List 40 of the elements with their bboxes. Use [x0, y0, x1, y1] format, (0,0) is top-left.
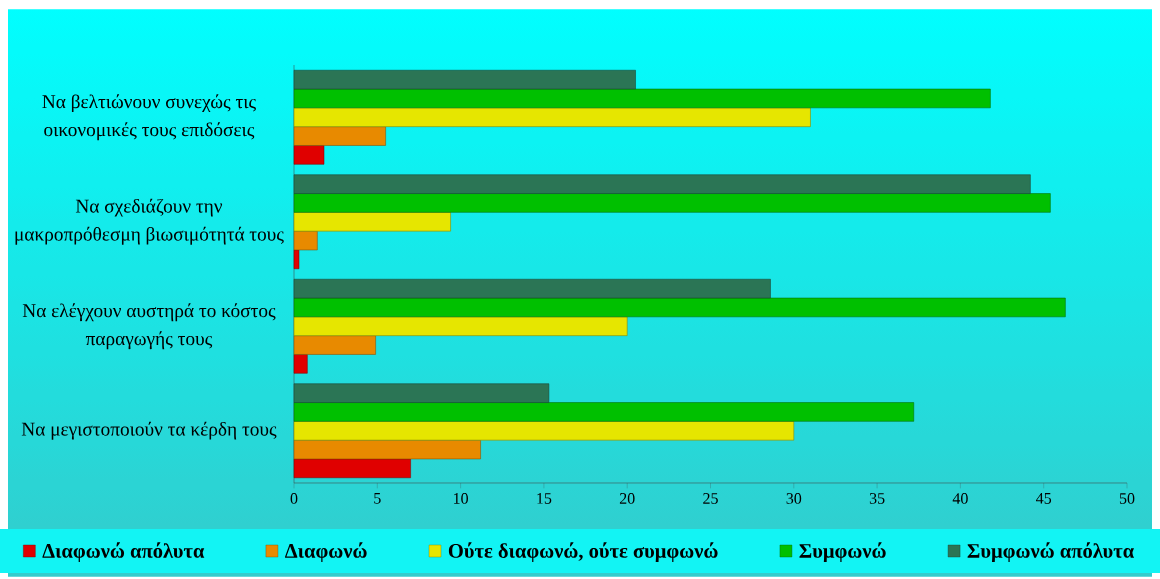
x-tick-label: 20	[619, 493, 635, 504]
legend-label: Διαφωνώ απόλυτα	[42, 542, 205, 563]
bar	[293, 383, 550, 403]
bar	[293, 297, 1066, 318]
bar	[293, 354, 308, 374]
x-tick-label: 40	[952, 493, 968, 504]
bar	[293, 69, 636, 90]
bar	[293, 316, 628, 336]
bar	[293, 107, 811, 127]
x-tick-label: 30	[786, 493, 802, 504]
bar	[293, 458, 411, 479]
bar	[293, 193, 1051, 213]
x-tick-label: 35	[869, 493, 885, 504]
bar	[293, 174, 1031, 194]
bar	[293, 145, 325, 165]
y-tick-label: Να βελτιώνουν συνεχώς τις οικονομικές τους επιδόσεις	[42, 94, 256, 141]
legend-label: Ούτε διαφωνώ, ούτε συμφωνώ	[448, 542, 718, 563]
bar	[293, 249, 300, 270]
y-tick-label: Να μεγιστοποιούν τα κέρδη τους	[21, 421, 277, 440]
bar	[293, 421, 795, 441]
bar	[293, 402, 915, 422]
bar	[293, 439, 481, 460]
legend-label: Συμφωνώ	[799, 542, 886, 563]
bar	[293, 126, 386, 146]
bar	[293, 278, 771, 299]
legend-label: Συμφωνώ απόλυτα	[967, 542, 1134, 563]
x-tick-label: 15	[537, 493, 552, 504]
x-tick-label: 25	[703, 493, 718, 504]
y-tick-label: Να σχεδιάζουν την μακροπρόθεσμη βιωσιμότητά τους	[15, 198, 284, 245]
x-tick-label: 10	[454, 493, 468, 504]
x-tick-label: 50	[1119, 493, 1135, 504]
bar	[293, 230, 318, 251]
legend-label: Διαφωνώ	[285, 542, 367, 563]
bar	[293, 212, 451, 232]
x-tick-label: 0	[290, 493, 298, 504]
bar	[293, 335, 376, 355]
x-tick-label: 45	[1036, 493, 1052, 504]
bar	[293, 88, 991, 109]
x-tick-label: 5	[374, 493, 381, 504]
y-tick-label: Να ελέγχουν αυστηρά το κόστος παραγωγής τους	[22, 303, 276, 350]
